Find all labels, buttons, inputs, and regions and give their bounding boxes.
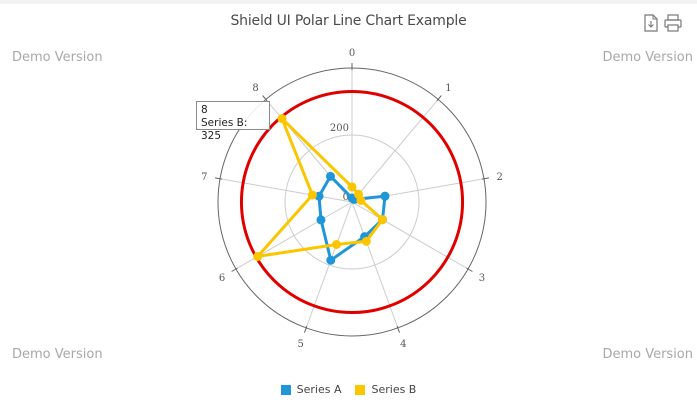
series-b-swatch [355, 384, 366, 395]
tooltip-value: Series B: 325 [201, 117, 248, 142]
chart-title: Shield UI Polar Line Chart Example [230, 13, 467, 29]
axis-tick [231, 267, 238, 272]
axis-tick [481, 177, 489, 180]
chart-tooltip: 8 Series B: 325 [196, 101, 270, 142]
series-a-swatch [280, 384, 291, 395]
data-point-b-8 [277, 114, 287, 124]
axis-spoke [231, 201, 353, 272]
axis-spoke [351, 201, 401, 333]
axis-label-8: 8 [252, 83, 258, 94]
axis-tick [466, 267, 473, 272]
legend-item-series-b[interactable]: Series B [355, 383, 416, 396]
plot-line-ring [239, 89, 465, 315]
data-point-a-6 [316, 215, 326, 225]
axis-spoke [351, 95, 442, 203]
data-point-b-5 [332, 239, 342, 249]
data-point-b-7 [307, 190, 317, 200]
watermark-bottom-left: Demo Version [12, 347, 103, 362]
legend-label-series-a: Series A [296, 383, 342, 396]
data-point-b-2 [356, 195, 366, 205]
series-line-a [317, 174, 387, 262]
axis-label-6: 6 [219, 273, 225, 284]
axis-label-0: 0 [349, 48, 355, 59]
axis-label-2: 2 [497, 172, 503, 183]
value-tick-0: 0 [343, 192, 349, 203]
axis-spoke [215, 177, 353, 203]
axis-tick [303, 325, 308, 333]
data-point-b-6 [253, 251, 263, 261]
value-tick-200: 200 [330, 123, 349, 134]
data-point-b-3 [377, 215, 387, 225]
legend-item-series-a[interactable]: Series A [280, 383, 342, 396]
outer-ring [217, 67, 487, 337]
axis-label-5: 5 [298, 339, 304, 350]
axis-tick [436, 95, 442, 102]
data-point-b-4 [361, 236, 371, 246]
axis-label-7: 7 [201, 172, 207, 183]
axis-label-1: 1 [445, 83, 451, 94]
axis-spoke [303, 201, 353, 333]
axis-spoke [351, 201, 473, 272]
data-point-b-0 [347, 182, 357, 192]
watermark-top-right: Demo Version [602, 50, 693, 65]
axis-tick [215, 177, 223, 180]
axis-label-3: 3 [479, 273, 485, 284]
data-point-a-2 [380, 191, 390, 201]
file-download-icon[interactable] [640, 12, 662, 34]
chart-legend: Series A Series B [0, 383, 697, 396]
tooltip-category: 8 [201, 104, 208, 116]
data-point-a-8 [325, 171, 335, 181]
top-bar [0, 0, 697, 4]
legend-label-series-b: Series B [371, 383, 417, 396]
axis-tick [262, 95, 268, 102]
printer-icon[interactable] [662, 12, 684, 34]
watermark-top-left: Demo Version [12, 50, 103, 65]
data-point-a-5 [326, 255, 336, 265]
axis-tick [396, 325, 401, 333]
watermark-bottom-right: Demo Version [602, 347, 693, 362]
axis-label-4: 4 [400, 339, 406, 350]
